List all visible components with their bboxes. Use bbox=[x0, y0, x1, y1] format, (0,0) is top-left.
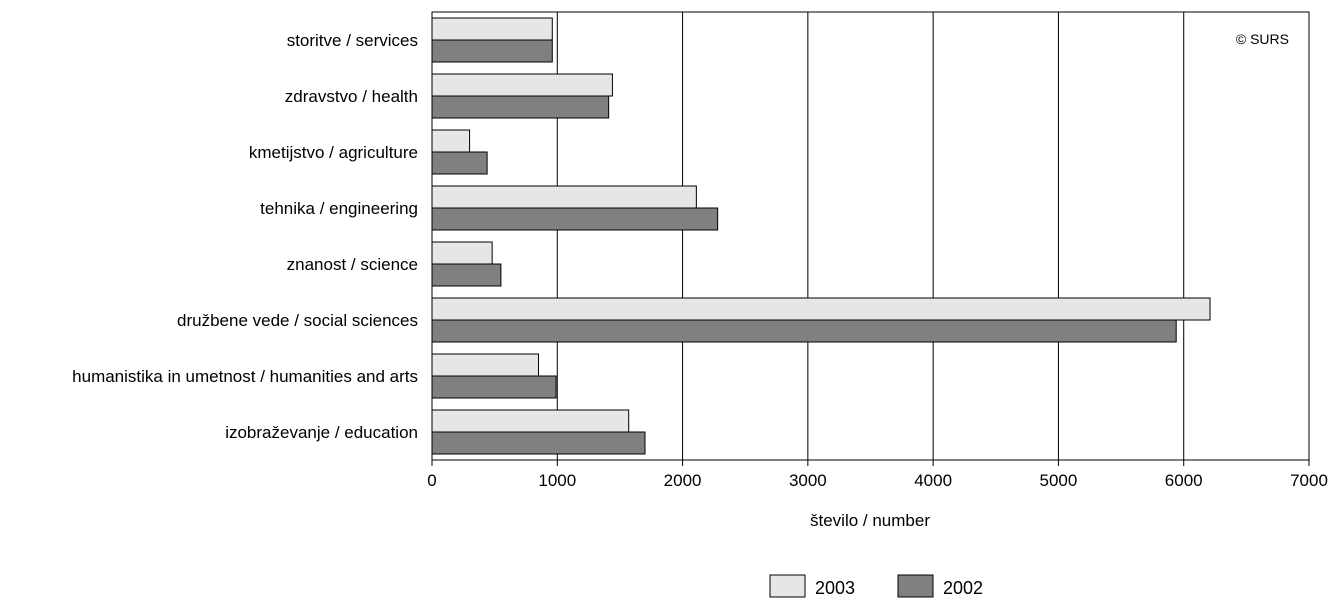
bar-2002-1 bbox=[431, 95, 610, 119]
x-axis-ticks: 0 1000 2000 3000 4000 5000 6000 7000 bbox=[427, 460, 1328, 490]
bar-2003-2 bbox=[431, 129, 471, 153]
bar-2002-3 bbox=[431, 207, 719, 231]
x-axis-title: število / number bbox=[810, 511, 930, 530]
x-tick-label: 3000 bbox=[789, 471, 827, 490]
category-label: kmetijstvo / agriculture bbox=[249, 143, 418, 162]
bar-2003-5 bbox=[431, 297, 1211, 321]
category-label: družbene vede / social sciences bbox=[177, 311, 418, 330]
bar-2002-7 bbox=[431, 431, 646, 455]
category-label: zdravstvo / health bbox=[285, 87, 418, 106]
bars bbox=[431, 17, 1211, 455]
legend: 2003 2002 bbox=[769, 574, 983, 598]
bar-2002-2 bbox=[431, 151, 488, 175]
x-tick-label: 2000 bbox=[664, 471, 702, 490]
bar-2003-7 bbox=[431, 409, 630, 433]
bar-2003-1 bbox=[431, 73, 613, 97]
bar-2002-4 bbox=[431, 263, 502, 287]
legend-label-2002: 2002 bbox=[943, 578, 983, 598]
x-tick-label: 4000 bbox=[914, 471, 952, 490]
x-tick-label: 7000 bbox=[1290, 471, 1328, 490]
category-label: znanost / science bbox=[287, 255, 418, 274]
bar-2003-4 bbox=[431, 241, 493, 265]
bar-2002-6 bbox=[431, 375, 557, 399]
x-tick-label: 6000 bbox=[1165, 471, 1203, 490]
bar-2003-6 bbox=[431, 353, 539, 377]
bar-2003-3 bbox=[431, 185, 697, 209]
category-label: humanistika in umetnost / humanities and… bbox=[72, 367, 418, 386]
bar-2003-0 bbox=[431, 17, 553, 41]
bar-2002-0 bbox=[431, 39, 553, 63]
x-tick-label: 1000 bbox=[538, 471, 576, 490]
x-tick-label: 0 bbox=[427, 471, 436, 490]
legend-label-2003: 2003 bbox=[815, 578, 855, 598]
bar-2002-5 bbox=[431, 319, 1177, 343]
category-label: izobraževanje / education bbox=[225, 423, 418, 442]
gridlines bbox=[556, 12, 1185, 460]
category-label: tehnika / engineering bbox=[260, 199, 418, 218]
plot-frame bbox=[431, 11, 1310, 461]
category-labels: storitve / services zdravstvo / health kme… bbox=[72, 31, 418, 442]
x-tick-label: 5000 bbox=[1040, 471, 1078, 490]
legend-swatch-2003 bbox=[769, 574, 806, 598]
legend-swatch-2002 bbox=[897, 574, 934, 598]
source-credit: © SURS bbox=[1236, 31, 1289, 47]
category-label: storitve / services bbox=[287, 31, 418, 50]
